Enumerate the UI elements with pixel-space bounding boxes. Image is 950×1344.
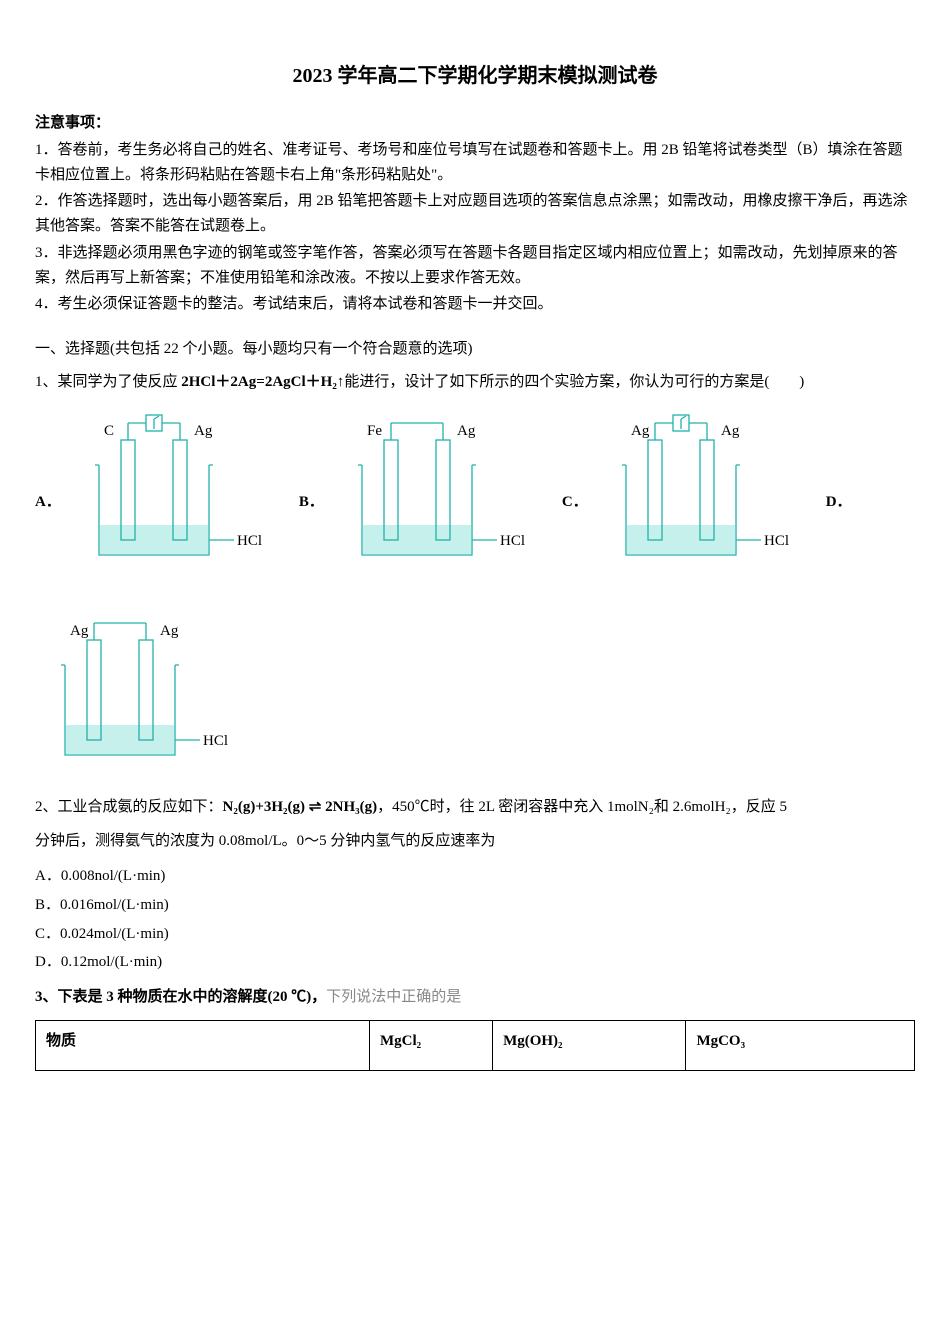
cell-diagram-b: Fe Ag HCl: [332, 405, 532, 565]
q1-option-d-label: D．: [826, 490, 852, 565]
cell-diagram-d: Ag Ag HCl: [35, 605, 235, 765]
q2-line2: 分钟后，测得氨气的浓度为 0.08mol/L。0～5 分钟内氢气的反应速率为: [35, 829, 915, 854]
th-mgcl2: MgCl₂: [370, 1020, 493, 1070]
svg-text:C: C: [104, 423, 114, 439]
q1-option-a: A． C Ag HCl: [35, 405, 269, 565]
q3-text-bold: 3、下表是 3 种物质在水中的溶解度(20 ℃)，: [35, 989, 326, 1005]
th-substance: 物质: [36, 1020, 370, 1070]
q1-suffix: 能进行，设计了如下所示的四个实验方案，你认为可行的方案是( ): [344, 374, 804, 390]
q1-option-b: B． Fe Ag HCl: [299, 405, 532, 565]
svg-text:Ag: Ag: [457, 423, 476, 439]
q1-options-row-1: A． C Ag HCl B． Fe Ag HCl C． Ag Ag HCl D．: [35, 405, 915, 565]
q3-text-faded: 下列说法中正确的是: [326, 989, 461, 1005]
notice-item-4: 4．考生必须保证答题卡的整洁。考试结束后，请将本试卷和答题卡一并交回。: [35, 292, 915, 317]
q2-equation: N₂(g)+3H₂(g) ⇌ 2NH₃(g): [223, 799, 378, 815]
cell-diagram-c: Ag Ag HCl: [596, 405, 796, 565]
question-2: 2、工业合成氨的反应如下：N₂(g)+3H₂(g) ⇌ 2NH₃(g)，450℃…: [35, 795, 915, 820]
page-title: 2023 学年高二下学期化学期末模拟测试卷: [35, 60, 915, 93]
notice-item-2: 2．作答选择题时，选出每小题答案后，用 2B 铅笔把答题卡上对应题目选项的答案信…: [35, 189, 915, 239]
th-mgco3: MgCO₃: [686, 1020, 915, 1070]
question-1: 1、某同学为了使反应 2HCl＋2Ag=2AgCl＋H₂↑能进行，设计了如下所示…: [35, 370, 915, 395]
question-3: 3、下表是 3 种物质在水中的溶解度(20 ℃)，下列说法中正确的是: [35, 985, 915, 1010]
q1-option-d-diagram: Ag Ag HCl: [35, 605, 915, 765]
svg-text:HCl: HCl: [237, 533, 262, 549]
table-row: 物质 MgCl₂ Mg(OH)₂ MgCO₃: [36, 1020, 915, 1070]
svg-text:Ag: Ag: [194, 423, 213, 439]
notice-item-1: 1．答卷前，考生务必将自己的姓名、准考证号、考场号和座位号填写在试题卷和答题卡上…: [35, 138, 915, 188]
section-1-header: 一、选择题(共包括 22 个小题。每小题均只有一个符合题意的选项): [35, 337, 915, 362]
q2-option-a: A．0.008nol/(L·min): [35, 864, 915, 889]
th-mgoh2: Mg(OH)₂: [493, 1020, 686, 1070]
q2-option-d: D．0.12mol/(L·min): [35, 950, 915, 975]
svg-text:Ag: Ag: [160, 623, 179, 639]
q1-label-c: C．: [562, 490, 588, 565]
notice-header: 注意事项：: [35, 111, 915, 136]
q1-equation: 2HCl＋2Ag=2AgCl＋H₂↑: [181, 374, 344, 390]
svg-text:HCl: HCl: [203, 733, 228, 749]
notice-item-3: 3．非选择题必须用黑色字迹的钢笔或签字笔作答，答案必须写在答题卡各题目指定区域内…: [35, 241, 915, 291]
q2-option-c: C．0.024mol/(L·min): [35, 922, 915, 947]
svg-text:Fe: Fe: [367, 423, 382, 439]
q1-label-b: B．: [299, 490, 324, 565]
svg-text:HCl: HCl: [764, 533, 789, 549]
q2-option-b: B．0.016mol/(L·min): [35, 893, 915, 918]
q1-label-d: D．: [826, 490, 852, 565]
svg-text:Ag: Ag: [70, 623, 89, 639]
svg-text:Ag: Ag: [721, 423, 740, 439]
solubility-table: 物质 MgCl₂ Mg(OH)₂ MgCO₃: [35, 1020, 915, 1071]
q1-prefix: 1、某同学为了使反应: [35, 374, 181, 390]
svg-text:HCl: HCl: [500, 533, 525, 549]
q2-mid: ，450℃时，往 2L 密闭容器中充入 1molN₂和 2.6molH₂，反应 …: [377, 799, 787, 815]
q1-option-c: C． Ag Ag HCl: [562, 405, 796, 565]
q1-label-a: A．: [35, 490, 61, 565]
cell-diagram-a: C Ag HCl: [69, 405, 269, 565]
svg-text:Ag: Ag: [631, 423, 650, 439]
q2-prefix: 2、工业合成氨的反应如下：: [35, 799, 223, 815]
